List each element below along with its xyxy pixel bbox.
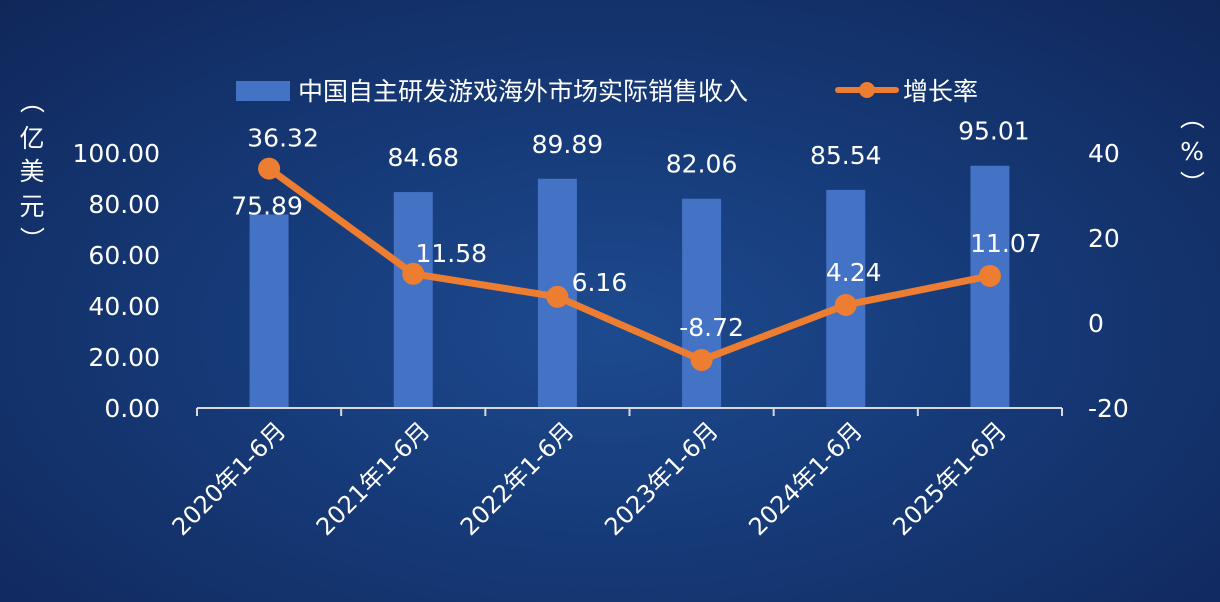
- y-left-tick-label: 100.00: [73, 139, 160, 168]
- bar: [393, 192, 433, 408]
- x-tick-label: 2022年1-6月: [455, 416, 580, 541]
- y-left-title-char: ）: [17, 226, 46, 251]
- legend-line-marker: [859, 82, 875, 98]
- bar-data-label: 84.68: [387, 143, 459, 172]
- line-data-label: 36.32: [247, 124, 319, 153]
- x-tick-label: 2020年1-6月: [167, 416, 292, 541]
- y-left-tick-label: 20.00: [88, 343, 160, 372]
- line-data-label: 11.58: [415, 239, 487, 268]
- line-data-label: -8.72: [679, 313, 744, 342]
- bar: [249, 214, 289, 408]
- bar-data-label: 89.89: [532, 130, 604, 159]
- y-right-tick-labels: -20 0 20 40: [1088, 139, 1129, 423]
- bar-data-label: 95.01: [958, 117, 1030, 146]
- y-right-title-char: %: [1180, 137, 1204, 166]
- y-right-tick-label: 20: [1088, 224, 1120, 253]
- line-point: [546, 285, 569, 308]
- y-right-title-char: （: [1177, 104, 1206, 129]
- bar: [682, 198, 722, 408]
- line-point: [834, 293, 857, 316]
- y-right-axis-title: （% ）: [1177, 104, 1206, 195]
- y-left-tick-label: 60.00: [88, 241, 160, 270]
- growth-line: [265, 165, 994, 364]
- x-tick-label: 2025年1-6月: [888, 416, 1013, 541]
- legend-bar-label: 中国自主研发游戏海外市场实际销售收入: [298, 77, 748, 106]
- y-left-title-char: 元: [19, 192, 44, 221]
- x-axis: 2020年1-6月 2021年1-6月 2022年1-6月 2023年1-6月 2024…: [167, 407, 1063, 541]
- line-data-label: 11.07: [970, 229, 1042, 258]
- y-left-title-char: 亿: [19, 124, 44, 153]
- x-tick-label: 2021年1-6月: [311, 416, 436, 541]
- x-tick-label: 2023年1-6月: [599, 416, 724, 541]
- y-left-title-char: 美: [19, 157, 44, 186]
- line-point: [690, 349, 713, 372]
- y-left-tick-label: 40.00: [88, 292, 160, 321]
- y-left-axis-title: （ 亿美元 ）: [17, 88, 46, 251]
- line-data-label: 6.16: [572, 268, 628, 297]
- legend-line-label: 增长率: [903, 77, 978, 106]
- bar-series: [249, 165, 1010, 408]
- x-tick-label: 2024年1-6月: [743, 416, 868, 541]
- line-point: [258, 157, 281, 180]
- y-right-title-char: ）: [1177, 170, 1206, 195]
- legend: 中国自主研发游戏海外市场实际销售收入 增长率: [236, 77, 978, 106]
- bar-data-labels: 75.89 84.68 89.89 82.06 85.54 95.01: [231, 117, 1029, 221]
- y-left-tick-labels: 0.00 20.00 40.00 60.00 80.00 100.00: [73, 139, 160, 423]
- bar-data-label: 75.89: [231, 191, 303, 220]
- y-right-tick-label: 0: [1088, 309, 1104, 338]
- line-data-labels: 36.32 11.58 6.16 -8.72 4.24 11.07: [247, 124, 1041, 342]
- bar-data-label: 85.54: [810, 141, 882, 170]
- y-right-tick-label: -20: [1088, 394, 1129, 423]
- y-left-title-char: （: [17, 88, 46, 113]
- bar-data-label: 82.06: [666, 150, 738, 179]
- line-point: [402, 262, 425, 285]
- line-point: [978, 264, 1001, 287]
- y-left-tick-label: 0.00: [104, 394, 160, 423]
- line-series: [258, 157, 1001, 372]
- legend-bar-swatch: [236, 81, 290, 101]
- line-data-label: 4.24: [826, 258, 882, 287]
- y-right-tick-label: 40: [1088, 139, 1120, 168]
- y-left-tick-label: 80.00: [88, 190, 160, 219]
